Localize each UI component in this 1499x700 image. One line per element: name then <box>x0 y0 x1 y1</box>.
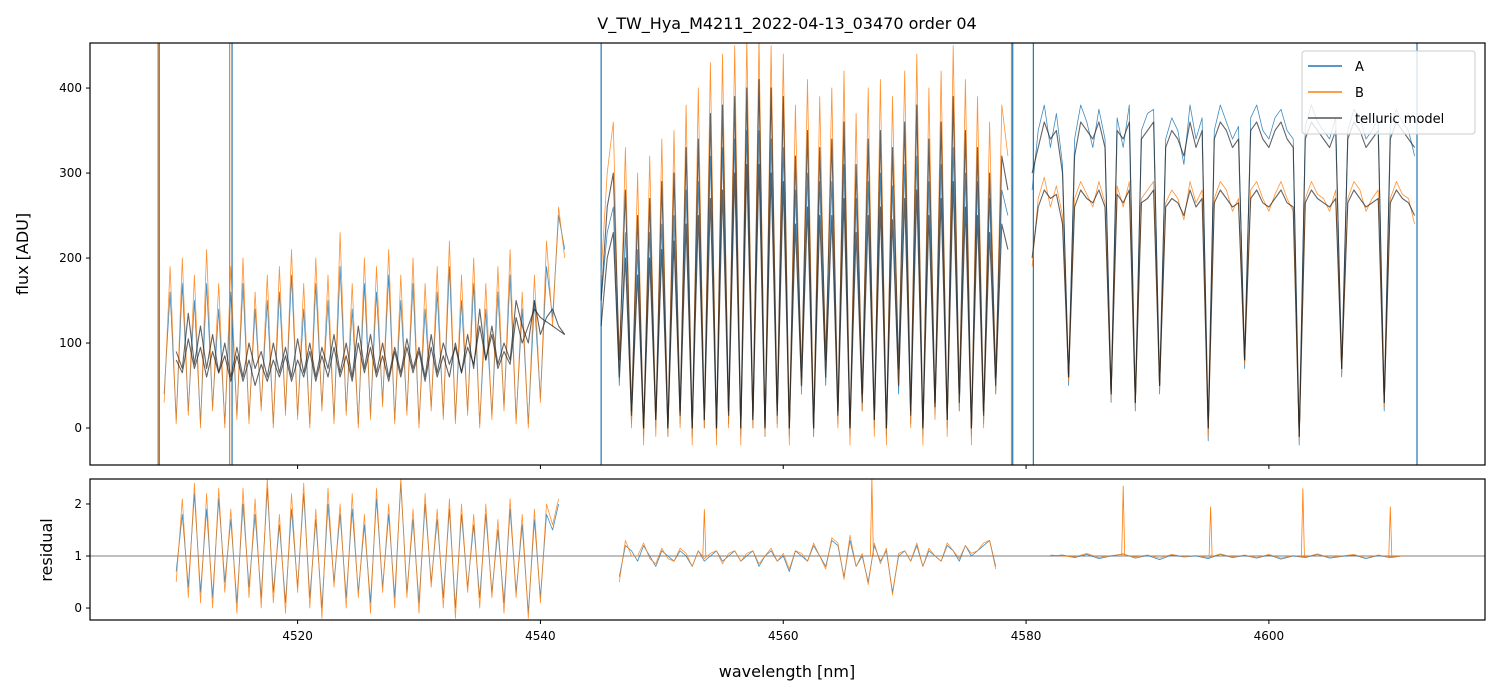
flux-axis-ticks: 0 100 200 300 400 <box>59 81 1270 469</box>
residual-spike <box>869 479 874 557</box>
series-b-segment-1 <box>618 534 997 596</box>
series-a-segment-0 <box>175 482 559 614</box>
residual-spike <box>702 509 707 557</box>
flux-plot-area <box>157 43 1418 465</box>
x-tick-label: 4600 <box>1254 629 1285 643</box>
legend-label-b: B <box>1355 86 1364 101</box>
series-telluric-model-a-segment-2 <box>1031 121 1416 438</box>
residual-spike <box>1208 506 1213 557</box>
x-axis-label: wavelength [nm] <box>719 662 856 681</box>
y-tick-label: 0 <box>74 601 82 615</box>
flux-y-label: flux [ADU] <box>13 213 32 295</box>
series-telluric-model-b-segment-0 <box>175 299 566 378</box>
y-tick-label: 1 <box>74 549 82 563</box>
series-a-segment-2 <box>1031 104 1415 446</box>
y-tick-label: 300 <box>59 166 82 180</box>
series-telluric-model-a-segment-0 <box>175 308 566 387</box>
residual-spike <box>1300 488 1305 557</box>
flux-axes-frame <box>89 42 1486 466</box>
series-a-segment-0 <box>163 215 566 425</box>
residual-axis-ticks: 0 1 2 4520 4540 4560 4580 4600 <box>74 497 1284 643</box>
residual-plot-area <box>90 479 1485 619</box>
x-tick-label: 4580 <box>1011 629 1042 643</box>
x-tick-label: 4520 <box>282 629 313 643</box>
series-b-segment-0 <box>175 479 559 619</box>
chart-title: V_TW_Hya_M4211_2022-04-13_03470 order 04 <box>597 14 976 34</box>
residual-axes-frame <box>89 478 1486 621</box>
residual-y-label: residual <box>37 518 56 581</box>
y-tick-label: 200 <box>59 251 82 265</box>
y-tick-label: 0 <box>74 421 82 435</box>
series-b-segment-2 <box>1031 176 1415 442</box>
y-tick-label: 2 <box>74 497 82 511</box>
series-b-segment-0 <box>163 206 566 429</box>
y-tick-label: 100 <box>59 336 82 350</box>
residual-spike <box>1121 485 1126 557</box>
x-tick-label: 4560 <box>768 629 799 643</box>
series-b-segment-2 <box>1050 553 1403 559</box>
legend: A B telluric model <box>1301 50 1476 135</box>
y-tick-label: 400 <box>59 81 82 95</box>
legend-box <box>1301 50 1476 135</box>
series-telluric-model-b-segment-1 <box>600 78 1009 429</box>
series-a-segment-2 <box>1050 553 1403 560</box>
x-tick-label: 4540 <box>525 629 556 643</box>
legend-label-a: A <box>1355 60 1364 75</box>
series-a-segment-1 <box>618 540 997 593</box>
series-telluric-model-b-segment-2 <box>1031 189 1416 438</box>
legend-label-model: telluric model <box>1355 112 1444 127</box>
residual-spike <box>1388 506 1393 557</box>
